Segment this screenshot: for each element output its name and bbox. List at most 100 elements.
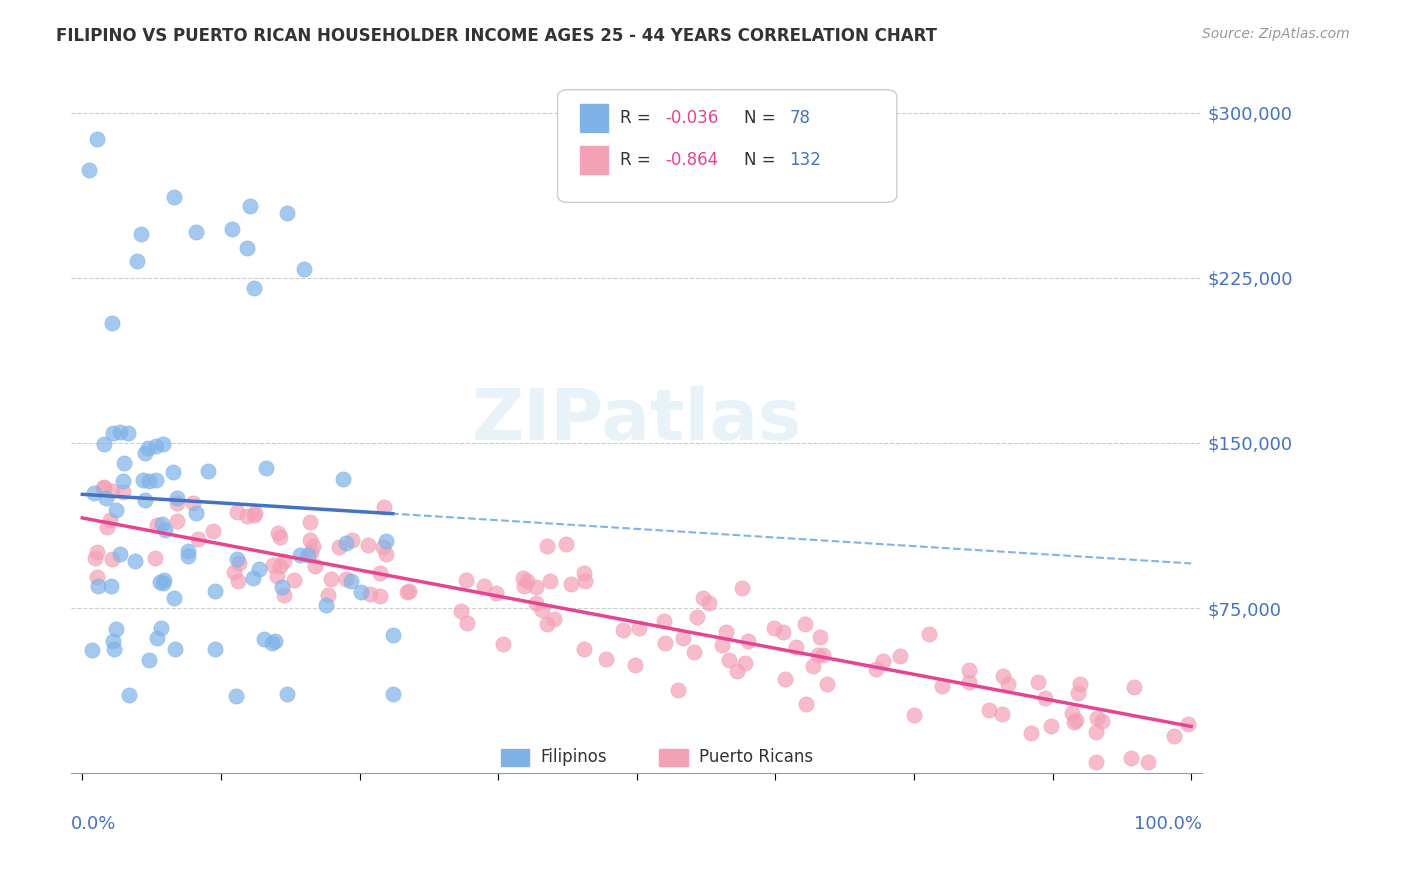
Point [697,596,720,610]
Point [134,493,156,508]
Point [242,281,264,295]
Point [273,554,295,568]
Text: R =: R = [620,109,655,127]
Point [273,588,295,602]
Point [163,591,186,606]
Point [86,132,108,146]
Point [725,664,748,678]
FancyBboxPatch shape [581,103,609,132]
Point [1026,675,1049,690]
Point [807,648,830,663]
Point [224,566,246,580]
Point [1085,725,1108,739]
FancyBboxPatch shape [581,146,609,174]
Text: -0.036: -0.036 [665,109,718,127]
Point [710,639,733,653]
Point [149,622,172,636]
Point [398,584,420,599]
Point [134,445,156,459]
Point [335,536,357,550]
Point [492,637,515,651]
Point [1123,680,1146,694]
Point [298,533,321,547]
Point [100,552,122,566]
Point [96,520,118,534]
Point [145,439,167,453]
FancyBboxPatch shape [558,90,897,202]
Point [1062,706,1084,721]
Text: N =: N = [744,109,782,127]
Point [714,625,737,640]
Point [184,226,207,240]
Point [136,441,159,455]
Point [276,206,298,220]
Point [332,472,354,486]
Point [266,568,288,582]
Point [235,241,257,255]
Point [918,627,941,641]
Text: FILIPINO VS PUERTO RICAN HOUSEHOLDER INCOME AGES 25 - 44 YEARS CORRELATION CHART: FILIPINO VS PUERTO RICAN HOUSEHOLDER INC… [56,27,938,45]
Point [145,473,167,487]
Point [267,525,290,540]
Point [536,539,558,553]
Point [101,484,124,499]
Point [1069,677,1091,691]
Point [997,676,1019,690]
Point [165,642,187,657]
Point [103,425,125,440]
Point [808,630,831,644]
Point [176,549,198,563]
Point [513,579,536,593]
Point [111,485,134,500]
Text: N =: N = [744,151,782,169]
Point [242,571,264,585]
Point [86,570,108,584]
Point [87,578,110,592]
Point [110,425,132,439]
Point [153,574,176,588]
Point [254,461,277,475]
Point [666,682,689,697]
Point [82,643,104,657]
Point [1040,719,1063,733]
Point [903,708,925,723]
Point [262,558,284,573]
Point [108,548,131,562]
Point [931,679,953,693]
Point [298,515,321,529]
Point [1177,716,1199,731]
Text: 0.0%: 0.0% [72,815,117,833]
Point [328,540,350,554]
Point [375,547,398,561]
Point [283,573,305,587]
Point [1085,711,1108,725]
Point [118,688,141,702]
Point [138,474,160,488]
Point [245,507,267,521]
Point [103,642,125,657]
Text: 100.0%: 100.0% [1135,815,1202,833]
Point [731,581,754,595]
Point [149,574,172,589]
Point [1091,714,1114,728]
Point [794,697,817,711]
Text: ZIPatlas: ZIPatlas [471,386,801,455]
Point [299,544,322,558]
Text: Source: ZipAtlas.com: Source: ZipAtlas.com [1202,27,1350,41]
Point [957,664,980,678]
Point [815,677,838,691]
Point [977,703,1000,717]
Point [456,616,478,631]
Point [349,585,371,599]
Point [243,508,266,522]
FancyBboxPatch shape [501,748,529,766]
Point [654,636,676,650]
Point [111,474,134,488]
Point [357,538,380,552]
Point [524,580,547,594]
Point [368,589,391,603]
Point [152,576,174,591]
Point [572,566,595,581]
Point [201,524,224,538]
Point [197,464,219,478]
